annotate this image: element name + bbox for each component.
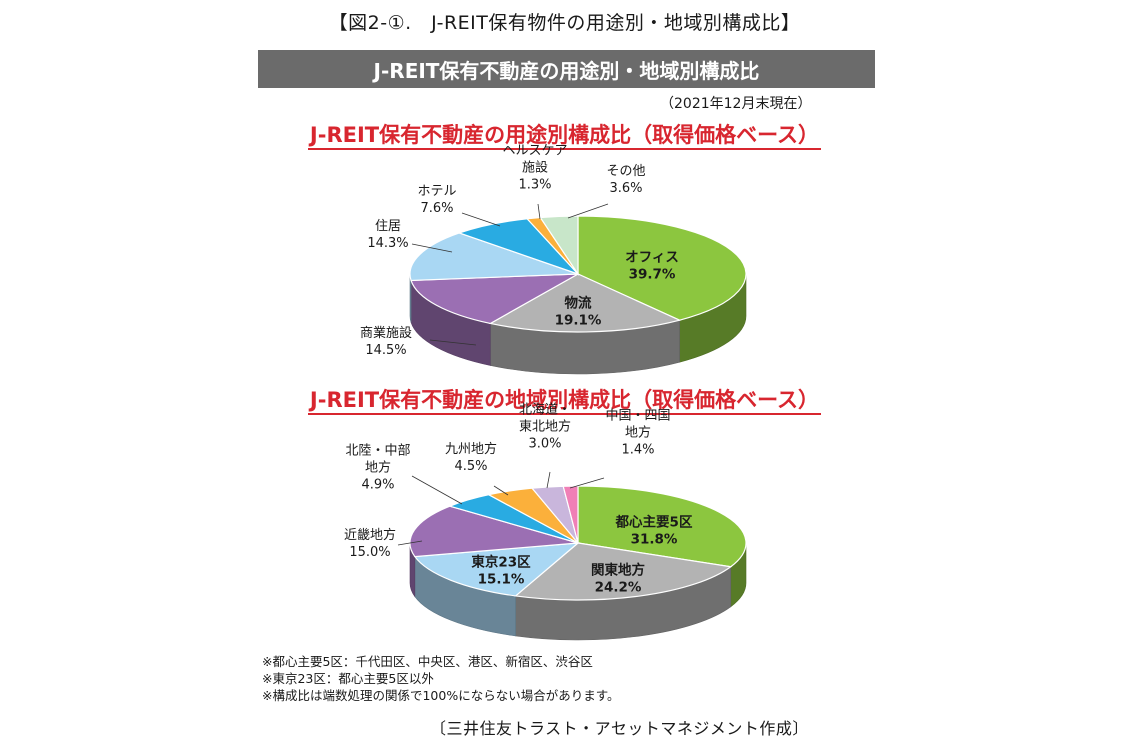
pie-slice-近畿地方 [409,505,579,558]
chart-title-region: J-REIT保有不動産の地域別構成比（取得価格ベース） [0,384,1129,415]
pie-slice-住居 [409,232,579,282]
source-note: 〔三井住友トラスト・アセットマネジメント作成〕 [430,719,809,738]
leader-line [569,477,605,489]
pie-slice-オフィス [577,215,747,321]
data-label-value: 1.3% [518,178,551,193]
data-label-value: 7.6% [420,201,453,216]
pie-slice-物流 [488,273,682,333]
chart-title-usage-text: J-REIT保有不動産の用途別構成比（取得価格ベース） [307,123,822,150]
data-label-category: 関東地方 [591,562,645,579]
data-label-category: 近畿地方 [344,527,396,543]
leader-line [429,339,477,346]
data-label-value: 15.0% [349,545,390,560]
data-label-category: ヘルスケア [502,144,567,159]
pie-slice-関東地方 [514,542,733,601]
data-label-category: 地方 [625,425,651,441]
data-label-value: 14.5% [365,343,406,358]
data-label-category: 北海道・ [519,403,571,418]
leader-line [537,203,541,220]
data-label-category: 東京23区 [471,554,531,571]
data-label-category: 商業施設 [360,325,412,341]
data-label-value: 39.7% [629,267,676,283]
data-label-category: 中国・四国 [605,409,670,424]
chart-title-region-text: J-REIT保有不動産の地域別構成比（取得価格ベース） [307,388,822,415]
as-of-date: （2021年12月末現在） [660,96,812,112]
data-label-value: 3.6% [609,181,642,196]
data-label-category: オフィス [625,250,679,266]
data-label-value: 19.1% [555,313,602,329]
banner-title: J-REIT保有不動産の用途別・地域別構成比 [258,50,875,88]
leader-line [493,485,509,496]
data-label-value: 24.2% [595,580,642,596]
data-label-category: 北陸・中部 [345,443,410,459]
leader-line [411,243,453,253]
footnote: ※都心主要5区：千代田区、中央区、港区、新宿区、渋谷区 [262,654,593,669]
data-label-value: 1.4% [621,443,654,458]
footnotes: ※都心主要5区：千代田区、中央区、港区、新宿区、渋谷区 ※東京23区：都心主要5… [262,653,619,704]
footnote: ※東京23区：都心主要5区以外 [262,671,434,686]
data-label-value: 31.8% [631,532,678,548]
chart-title-usage: J-REIT保有不動産の用途別構成比（取得価格ベース） [0,119,1129,150]
data-label-value: 15.1% [478,572,525,588]
leader-line [397,540,423,546]
pie-slice-都心主要5区 [577,485,747,568]
pie-slice-その他 [539,215,579,276]
data-label-category: 地方 [365,460,391,476]
data-label-category: その他 [606,164,645,179]
data-label-value: 3.0% [528,437,561,452]
footnote: ※構成比は端数処理の関係で100%にならない場合があります。 [262,688,620,703]
leader-line [411,475,463,505]
data-label-category: 施設 [522,160,548,176]
data-label-value: 4.9% [361,478,394,493]
figure-title: 【図2-①. J-REIT保有物件の用途別・地域別構成比】 [328,12,801,34]
data-label-category: ホテル [417,184,456,199]
leader-line [546,471,551,489]
data-label-category: 住居 [375,219,401,234]
pie-slice-商業施設 [410,273,579,325]
data-label-category: 都心主要5区 [615,514,693,531]
data-label-category: 九州地方 [445,441,497,457]
data-label-value: 4.5% [454,459,487,474]
leader-line [461,212,501,227]
data-label-category: 東北地方 [519,419,571,435]
data-label-category: 物流 [565,295,593,312]
pie-slice-東京23区 [413,542,580,597]
data-label-value: 14.3% [367,236,408,251]
leader-line [567,203,609,219]
